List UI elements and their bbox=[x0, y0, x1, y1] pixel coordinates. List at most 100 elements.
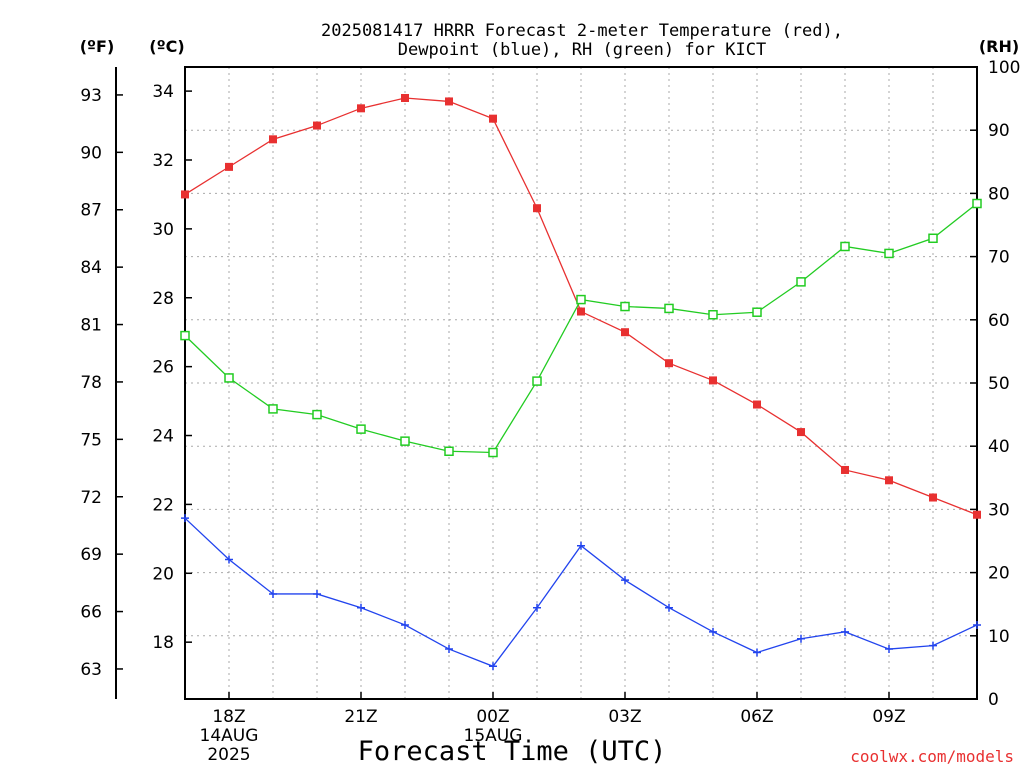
rh-tick-label: 60 bbox=[988, 311, 1010, 331]
rh-point bbox=[620, 301, 630, 312]
dewpoint-point bbox=[797, 634, 805, 643]
x-tick-date-label: 14AUG bbox=[200, 726, 259, 746]
rh-point bbox=[576, 294, 586, 305]
dewpoint-point bbox=[929, 641, 937, 650]
grid-lines bbox=[185, 67, 977, 699]
fahrenheit-tick-label: 66 bbox=[80, 603, 102, 623]
rh-point bbox=[708, 309, 718, 320]
axes bbox=[115, 66, 978, 700]
series-lines bbox=[180, 93, 982, 671]
rh-tick-label: 10 bbox=[988, 627, 1010, 647]
rh-tick-label: 80 bbox=[988, 184, 1010, 204]
dewpoint-point bbox=[533, 603, 541, 612]
fahrenheit-tick-label: 90 bbox=[80, 143, 102, 163]
dewpoint-point bbox=[313, 589, 321, 598]
dewpoint-point bbox=[885, 645, 893, 654]
left-axis-unit-celsius: (ºC) bbox=[149, 37, 184, 56]
dewpoint-point bbox=[401, 620, 409, 629]
rh-point bbox=[488, 447, 498, 458]
rh-tick-label: 50 bbox=[988, 374, 1010, 394]
celsius-tick-label: 22 bbox=[152, 495, 174, 515]
dewpoint-point bbox=[489, 662, 497, 671]
fahrenheit-tick-label: 69 bbox=[80, 545, 102, 565]
rh-point bbox=[268, 404, 278, 414]
fahrenheit-tick-label: 63 bbox=[80, 660, 102, 680]
celsius-tick-label: 26 bbox=[152, 358, 174, 378]
fahrenheit-tick-label: 81 bbox=[80, 316, 102, 336]
rh-tick-label: 20 bbox=[988, 564, 1010, 584]
celsius-tick-label: 18 bbox=[152, 633, 174, 653]
tick-labels: 63 66 69 72 75 78 81 84 87 90 93 18 20 22 24 26 28 30 32 34… bbox=[80, 58, 1020, 765]
fahrenheit-tick-label: 84 bbox=[80, 258, 102, 278]
temperature-point bbox=[621, 328, 629, 337]
dewpoint-point bbox=[973, 620, 981, 629]
rh-point bbox=[796, 277, 806, 287]
temperature-point bbox=[445, 97, 453, 106]
temperature-point bbox=[313, 121, 321, 130]
x-tick-label: 18Z bbox=[212, 707, 245, 727]
dewpoint-point bbox=[225, 555, 233, 564]
celsius-tick-label: 32 bbox=[152, 151, 174, 171]
left-axis-unit-fahrenheit: (ºF) bbox=[80, 37, 115, 56]
dewpoint-point bbox=[357, 603, 365, 612]
x-tick-label: 03Z bbox=[608, 707, 641, 727]
dewpoint-point bbox=[709, 627, 717, 636]
dewpoint-point bbox=[577, 541, 585, 550]
rh-point bbox=[312, 409, 322, 420]
temperature-point bbox=[269, 135, 277, 144]
fahrenheit-tick-label: 75 bbox=[80, 430, 102, 450]
x-tick-date-label: 15AUG bbox=[464, 726, 523, 746]
fahrenheit-tick-label: 78 bbox=[80, 373, 102, 393]
rh-point bbox=[884, 248, 894, 259]
celsius-tick-label: 34 bbox=[152, 82, 174, 102]
rh-tick-label: 0 bbox=[988, 690, 999, 710]
right-axis-unit-rh: (RH) bbox=[979, 37, 1019, 56]
dewpoint-point bbox=[665, 603, 673, 612]
rh-tick-label: 70 bbox=[988, 248, 1010, 268]
temperature-point bbox=[357, 104, 365, 113]
x-axis-label: Forecast Time (UTC) bbox=[358, 736, 667, 767]
dewpoint-point bbox=[621, 576, 629, 585]
rh-point bbox=[752, 307, 762, 317]
temperature-point bbox=[577, 307, 585, 316]
chart-title-line-2: Dewpoint (blue), RH (green) for KICT bbox=[398, 40, 766, 60]
rh-point bbox=[532, 376, 542, 386]
temperature-point bbox=[709, 376, 717, 385]
temperature-point bbox=[841, 465, 849, 474]
celsius-tick-label: 20 bbox=[152, 564, 174, 584]
temperature-point bbox=[797, 428, 805, 437]
rh-point bbox=[444, 446, 454, 457]
temperature-point bbox=[665, 359, 673, 368]
temperature-point bbox=[885, 476, 893, 485]
celsius-tick-label: 28 bbox=[152, 289, 174, 309]
x-tick-label: 09Z bbox=[872, 707, 905, 727]
rh-tick-label: 90 bbox=[988, 121, 1010, 141]
x-tick-label: 21Z bbox=[344, 707, 377, 727]
celsius-tick-label: 30 bbox=[152, 220, 174, 240]
temperature-point bbox=[973, 510, 981, 519]
rh-tick-label: 30 bbox=[988, 500, 1010, 520]
celsius-tick-label: 24 bbox=[152, 427, 174, 447]
temperature-point bbox=[181, 190, 189, 199]
fahrenheit-tick-label: 87 bbox=[80, 201, 102, 221]
rh-point bbox=[224, 373, 234, 383]
temperature-point bbox=[401, 93, 409, 102]
temperature-point bbox=[225, 162, 233, 171]
watermark: coolwx.com/models bbox=[850, 747, 1014, 766]
x-tick-year-label: 2025 bbox=[207, 745, 250, 765]
x-tick-label: 06Z bbox=[740, 707, 773, 727]
dewpoint-point bbox=[841, 627, 849, 636]
temperature-point bbox=[489, 114, 497, 123]
temperature-point bbox=[929, 493, 937, 502]
rh-tick-label: 100 bbox=[988, 58, 1020, 78]
rh-point bbox=[180, 330, 190, 341]
rh-point bbox=[972, 198, 982, 209]
rh-point bbox=[664, 303, 674, 314]
rh-tick-label: 40 bbox=[988, 437, 1010, 457]
rh-point bbox=[840, 241, 850, 252]
chart-title-line-1: 2025081417 HRRR Forecast 2-meter Tempera… bbox=[321, 21, 843, 41]
x-tick-label: 00Z bbox=[476, 707, 509, 727]
temperature-point bbox=[533, 204, 541, 213]
rh-point bbox=[928, 233, 938, 244]
